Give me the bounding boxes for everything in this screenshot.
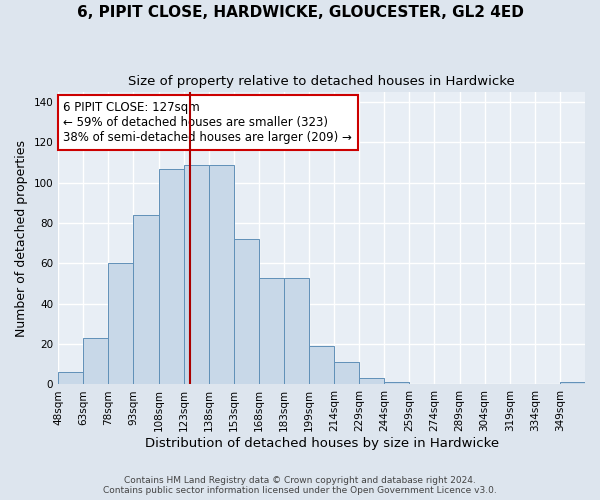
Text: 6, PIPIT CLOSE, HARDWICKE, GLOUCESTER, GL2 4ED: 6, PIPIT CLOSE, HARDWICKE, GLOUCESTER, G…	[77, 5, 523, 20]
Bar	[309, 346, 334, 385]
X-axis label: Distribution of detached houses by size in Hardwicke: Distribution of detached houses by size …	[145, 437, 499, 450]
Bar	[109, 264, 133, 384]
Bar	[259, 278, 284, 384]
Y-axis label: Number of detached properties: Number of detached properties	[15, 140, 28, 336]
Bar	[58, 372, 83, 384]
Bar	[184, 164, 209, 384]
Bar	[158, 168, 184, 384]
Bar	[133, 215, 158, 384]
Bar	[234, 239, 259, 384]
Bar	[209, 164, 234, 384]
Text: 6 PIPIT CLOSE: 127sqm
← 59% of detached houses are smaller (323)
38% of semi-det: 6 PIPIT CLOSE: 127sqm ← 59% of detached …	[64, 100, 352, 144]
Bar	[284, 278, 309, 384]
Bar	[560, 382, 585, 384]
Title: Size of property relative to detached houses in Hardwicke: Size of property relative to detached ho…	[128, 75, 515, 88]
Bar	[385, 382, 409, 384]
Text: Contains HM Land Registry data © Crown copyright and database right 2024.
Contai: Contains HM Land Registry data © Crown c…	[103, 476, 497, 495]
Bar	[359, 378, 385, 384]
Bar	[83, 338, 109, 384]
Bar	[334, 362, 359, 384]
